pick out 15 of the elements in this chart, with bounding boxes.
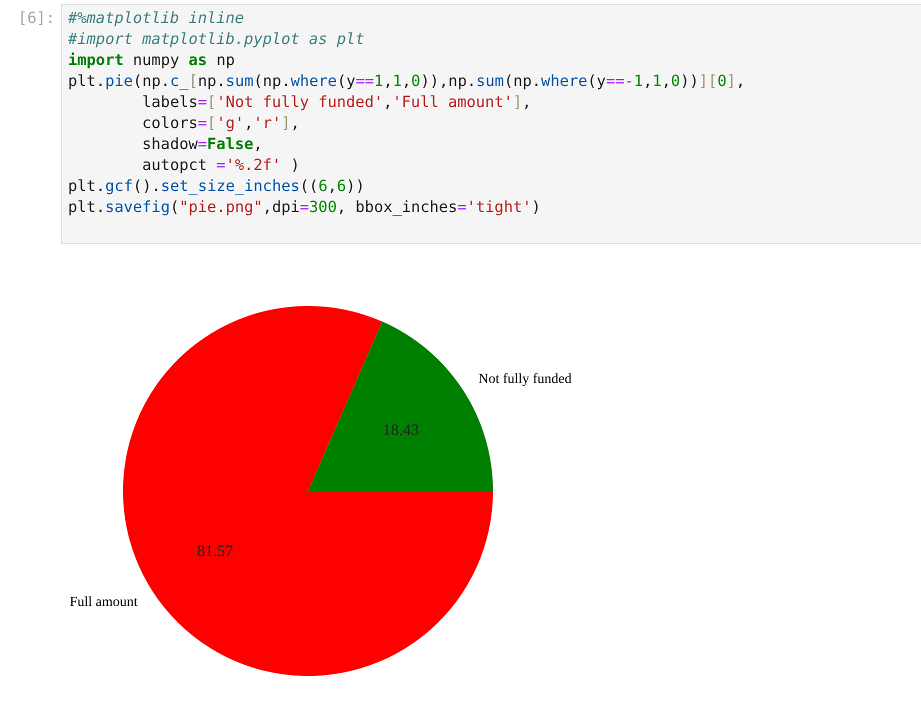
text: labels=['Not fully funded','Full amount'],: [142, 92, 532, 111]
text: import numpy as np: [68, 50, 235, 69]
data-label: 18.43: [382, 422, 419, 439]
text: shadow=False,: [142, 135, 263, 154]
slice-label: Full amount: [70, 594, 138, 610]
text: autopct ='%.2f' ): [142, 156, 300, 174]
text: plt.gcf().set_size_inches((6,6)): [68, 177, 365, 196]
text: plt.pie(np.c_[np.sum(np.where(y==1,1,0)),np.sum(np.where(y==-1,1,0))][0],: [68, 72, 746, 90]
text: colors=['g','r'],: [142, 114, 300, 132]
text: #import matplotlib.pyplot as plt: [68, 30, 365, 48]
text: plt.savefig("pie.png",dpi=300, bbox_inches='tight'): [68, 198, 541, 216]
text: #%matplotlib inline: [68, 8, 244, 26]
text: [6]:: [16, 8, 55, 28]
slice-label: Not fully funded: [478, 372, 572, 388]
data-label: 81.57: [197, 543, 234, 560]
